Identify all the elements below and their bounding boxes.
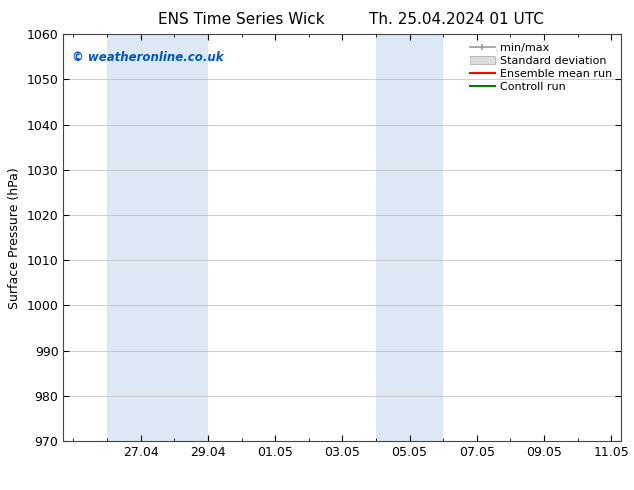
Text: Th. 25.04.2024 01 UTC: Th. 25.04.2024 01 UTC [369,12,544,27]
Legend: min/max, Standard deviation, Ensemble mean run, Controll run: min/max, Standard deviation, Ensemble me… [467,40,616,95]
Bar [107,34,208,441]
Bar [376,34,443,441]
Text: ENS Time Series Wick: ENS Time Series Wick [158,12,324,27]
Y-axis label: Surface Pressure (hPa): Surface Pressure (hPa) [8,167,21,309]
Text: © weatheronline.co.uk: © weatheronline.co.uk [72,50,223,64]
